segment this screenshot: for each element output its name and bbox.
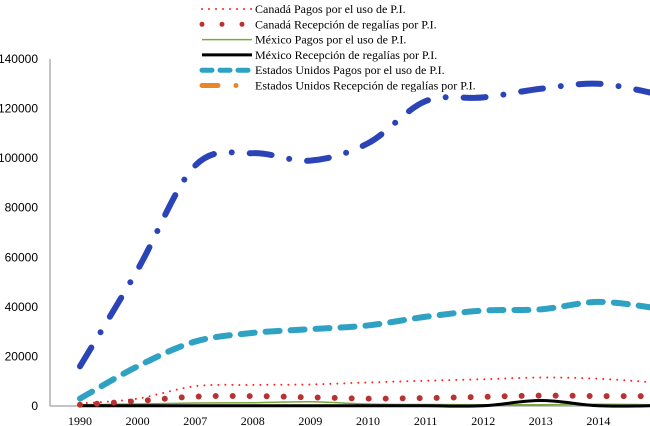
- x-tick-label: 2010: [356, 414, 380, 426]
- legend-label: Canadá Recepción de regalías por P.I.: [255, 17, 437, 31]
- y-tick-label: 140000: [0, 52, 38, 66]
- legend-label: Estados Unidos Recepción de regalías por…: [255, 79, 476, 93]
- series-line-mx_rec: [80, 399, 650, 408]
- y-tick-label: 120000: [0, 102, 38, 116]
- y-tick-label: 40000: [5, 300, 39, 314]
- y-tick-label: 0: [31, 399, 38, 413]
- y-axis: 0 20000 40000 60000 80000 100000 120000 140000: [0, 52, 51, 413]
- x-tick-label: 2007: [183, 414, 207, 426]
- legend-label: México Recepción de regalías por P.I.: [255, 48, 437, 62]
- x-tick-label: 2008: [241, 414, 265, 426]
- series-line-us_rec: [77, 80, 650, 370]
- series-line-us_pay: [77, 298, 650, 402]
- y-tick-label: 20000: [5, 349, 39, 363]
- y-tick-label: 100000: [0, 151, 38, 165]
- y-tick-label: 60000: [5, 250, 39, 264]
- y-tick-label: 80000: [5, 201, 39, 215]
- x-tick-label: 2009: [298, 414, 322, 426]
- series-line-ca_rec: [77, 392, 650, 408]
- series-group: [77, 80, 650, 408]
- x-tick-label: 2011: [414, 414, 438, 426]
- legend: Canadá Pagos por el uso de P.I.Canadá Re…: [199, 2, 476, 93]
- legend-label: Canadá Pagos por el uso de P.I.: [255, 2, 406, 16]
- x-tick-label: 2014: [586, 414, 610, 426]
- legend-label: Estados Unidos Pagos por el uso de P.I.: [255, 63, 445, 77]
- legend-label: México Pagos por el uso de P.I.: [255, 33, 406, 47]
- x-tick-label: 2012: [471, 414, 495, 426]
- series-line-mx_pay: [79, 401, 650, 406]
- x-tick-label: 1990: [68, 414, 92, 426]
- x-axis: 1990 2000 2007 2008 2009 2010 2011 2012 2013 2014…: [50, 405, 650, 426]
- x-tick-label: 2000: [126, 414, 150, 426]
- x-tick-label: 2013: [529, 414, 553, 426]
